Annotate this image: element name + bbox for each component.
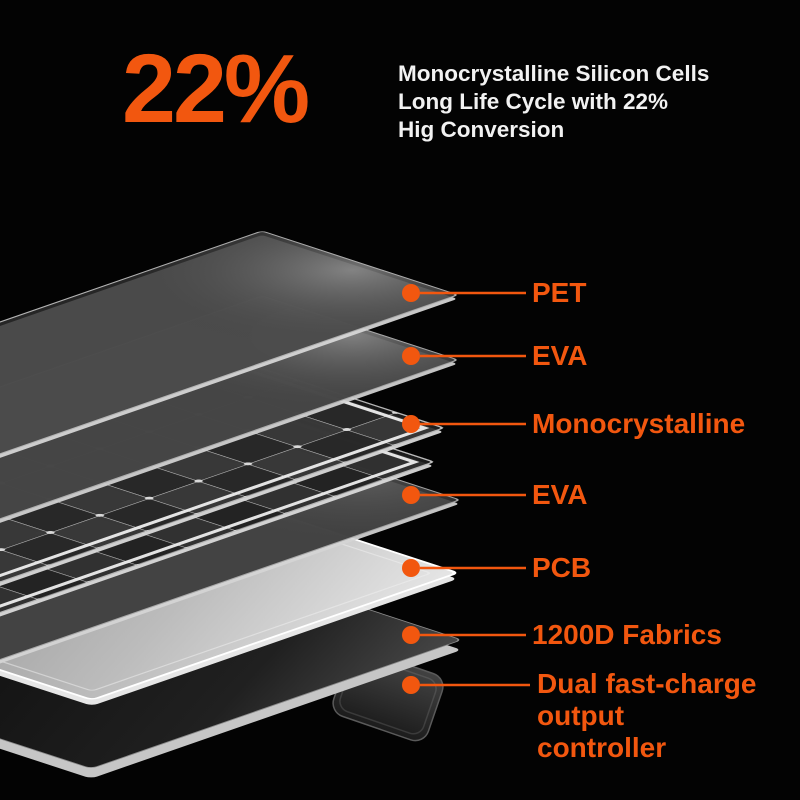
title-line-3: Hig Conversion: [398, 117, 565, 142]
callout-label-controller-line-3: controller: [537, 732, 667, 763]
callout-dots: [402, 284, 420, 694]
callout-lines: [420, 291, 530, 687]
title-line-1: Monocrystalline Silicon Cells: [398, 61, 710, 86]
callout-label-eva: EVA: [532, 340, 588, 371]
product-title: Monocrystalline Silicon Cells Long Life …: [398, 60, 709, 144]
title-line-2: Long Life Cycle with 22%: [398, 89, 669, 114]
callout-dot-monocrystalline: [402, 415, 420, 433]
callout-label-controller-line-2: output: [537, 700, 625, 731]
callout-label-pet: PET: [532, 277, 587, 308]
callout-dot-fabrics: [402, 626, 420, 644]
callout-label-pcb: PCB: [532, 552, 592, 583]
callout-dot-controller: [402, 676, 420, 694]
callout-dot-pet: [402, 284, 420, 302]
callout-label-fabrics: 1200D Fabrics: [532, 619, 722, 650]
callout-label-controller: Dual fast-charge output controller: [537, 668, 756, 764]
callout-label-eva2: EVA: [532, 479, 588, 510]
callout-dot-eva2: [402, 486, 420, 504]
callout-dot-eva: [402, 347, 420, 365]
callout-dot-pcb: [402, 559, 420, 577]
callout-label-controller-line-1: Dual fast-charge: [537, 668, 757, 699]
callout-label-monocrystalline: Monocrystalline: [532, 408, 746, 439]
efficiency-percent: 22%: [122, 34, 310, 143]
layer-pet-sheet: [0, 231, 457, 500]
